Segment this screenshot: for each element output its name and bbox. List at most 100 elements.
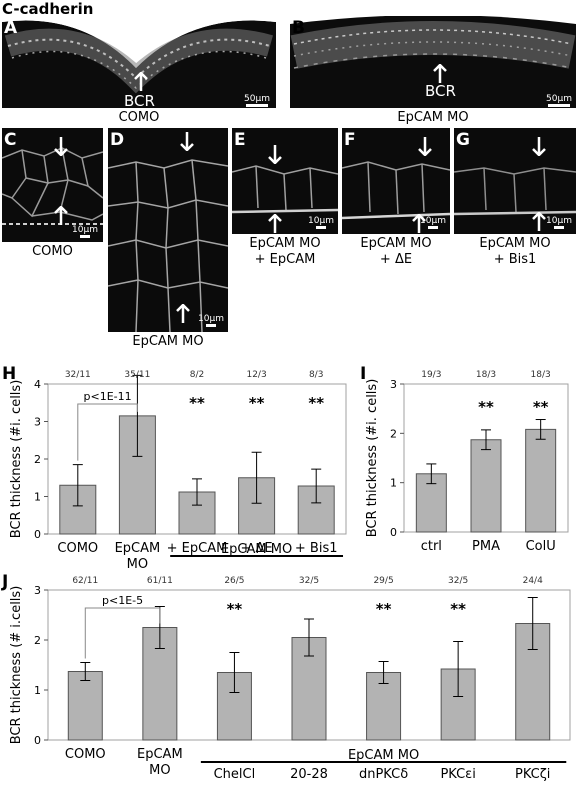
scale-bar-e: 10µm bbox=[306, 216, 336, 229]
scale-bar-b: 50µm bbox=[542, 94, 576, 107]
chart-h-category-label2-1: MO bbox=[127, 557, 148, 572]
arrow-up-icon bbox=[54, 205, 68, 230]
figure-title: C-cadherin bbox=[2, 0, 94, 18]
panel-letter-c: C bbox=[4, 130, 17, 150]
chart-i-category-label-2: ColU bbox=[526, 539, 556, 554]
arrow-up-icon bbox=[532, 211, 546, 236]
chart-h-n-label-3: 12/3 bbox=[246, 370, 266, 380]
panel-letter-d: D bbox=[110, 130, 125, 150]
arrow-up-icon bbox=[433, 63, 447, 88]
chart-h-category-label-0: COMO bbox=[57, 541, 98, 556]
panel-letter-j: J bbox=[2, 572, 9, 592]
chart-i-n-label-0: 19/3 bbox=[421, 370, 441, 380]
chart-j-group-label: EpCAM MO bbox=[348, 748, 419, 763]
chart-h-n-label-4: 8/3 bbox=[309, 370, 323, 380]
caption-e: EpCAM MO + EpCAM bbox=[249, 236, 321, 267]
chart-j-n-label-1: 61/11 bbox=[147, 576, 173, 586]
micrograph-f bbox=[342, 128, 450, 234]
chart-h-ytick-label: 2 bbox=[34, 453, 41, 466]
arrow-up-icon bbox=[176, 303, 190, 328]
panel-letter-i: I bbox=[360, 364, 367, 384]
panel-letter-g: G bbox=[456, 130, 470, 150]
micrograph-b bbox=[290, 16, 576, 108]
micrograph-d bbox=[108, 128, 228, 332]
chart-i-ytick-label: 2 bbox=[390, 427, 397, 440]
scale-bar-c: 10µm bbox=[70, 225, 100, 238]
chart-j-category-label-6: PKCζi bbox=[515, 767, 550, 782]
micrograph-g bbox=[454, 128, 576, 234]
caption-g: EpCAM MO + Bis1 bbox=[479, 236, 551, 267]
caption-b: EpCAM MO bbox=[397, 110, 469, 125]
chart-h-ytick-label: 1 bbox=[34, 491, 41, 504]
chart-h-n-label-0: 32/11 bbox=[65, 370, 91, 380]
chart-h-significance-3: ** bbox=[249, 394, 265, 412]
arrow-down-icon bbox=[54, 136, 68, 160]
chart-i: 0 1 2 3 BCR thickness (#i. cells) 19/3 ctrl 18/… bbox=[365, 370, 569, 554]
chart-j-significance-5: ** bbox=[450, 600, 466, 618]
arrow-up-icon bbox=[134, 71, 148, 96]
chart-h-comparison-label: p<1E-11 bbox=[84, 390, 132, 403]
chart-i-ytick-label: 3 bbox=[390, 378, 397, 391]
chart-h-significance-4: ** bbox=[308, 394, 324, 412]
chart-j-category-label-4: dnPKCδ bbox=[359, 767, 408, 782]
scale-bar-a: 50µm bbox=[240, 94, 274, 107]
chart-j-n-label-0: 62/11 bbox=[72, 576, 98, 586]
chart-j-n-label-6: 24/4 bbox=[523, 576, 543, 586]
chart-h-group-label: EpCAM MO bbox=[221, 542, 292, 557]
chart-h-category-label-3: + ΔE bbox=[241, 541, 273, 556]
chart-h-category-label-2: + EpCAM bbox=[167, 541, 228, 556]
arrow-down-icon bbox=[268, 144, 282, 168]
chart-j-category-label-1: EpCAM bbox=[137, 747, 183, 762]
arrow-up-icon bbox=[268, 213, 282, 238]
panel-letter-f: F bbox=[344, 130, 356, 150]
chart-j-bar-0 bbox=[67, 671, 103, 741]
chart-j-n-label-4: 29/5 bbox=[373, 576, 393, 586]
chart-j-bar-2 bbox=[216, 672, 252, 741]
chart-h-category-label-4: + Bis1 bbox=[295, 541, 338, 556]
caption-f: EpCAM MO + ΔE bbox=[360, 236, 432, 267]
chart-i-category-label-1: PMA bbox=[472, 539, 500, 554]
chart-j-ytick-label: 3 bbox=[34, 584, 41, 597]
chart-j-category-label-5: PKCεi bbox=[440, 767, 475, 782]
micrograph-e bbox=[232, 128, 338, 234]
chart-j-n-label-3: 32/5 bbox=[299, 576, 319, 586]
chart-h: 0 1 2 3 4 BCR thickness (#i. cells) 32/11 COMO 3… bbox=[9, 370, 347, 572]
chart-h-ytick-label: 3 bbox=[34, 416, 41, 429]
chart-j-n-label-2: 26/5 bbox=[224, 576, 244, 586]
caption-a: COMO bbox=[118, 110, 160, 125]
chart-i-bar-2 bbox=[525, 428, 557, 533]
panel-letter-b: B bbox=[292, 18, 305, 38]
caption-c: COMO bbox=[32, 244, 73, 259]
chart-j: 0 1 2 3 BCR thickness (# i.cells) 62/11 COMO 61… bbox=[9, 576, 571, 782]
arrow-down-icon bbox=[180, 131, 194, 155]
chart-j-significance-2: ** bbox=[227, 600, 243, 618]
panel-letter-e: E bbox=[234, 130, 246, 150]
panel-letter-h: H bbox=[2, 364, 17, 384]
chart-j-ytick-label: 1 bbox=[34, 684, 41, 697]
scale-bar-g: 10µm bbox=[544, 216, 574, 229]
chart-j-ylabel: BCR thickness (# i.cells) bbox=[9, 586, 24, 745]
chart-h-ylabel: BCR thickness (#i. cells) bbox=[9, 380, 24, 539]
chart-j-comparison-bracket bbox=[84, 607, 161, 659]
chart-h-n-label-2: 8/2 bbox=[190, 370, 204, 380]
bcr-label-b: BCR bbox=[425, 82, 456, 100]
chart-j-category-label-0: COMO bbox=[65, 747, 106, 762]
arrow-down-icon bbox=[532, 136, 546, 160]
chart-i-ylabel: BCR thickness (#i. cells) bbox=[365, 379, 380, 538]
chart-j-bar-4 bbox=[366, 672, 402, 741]
chart-h-comparison-bracket bbox=[77, 403, 138, 461]
chart-j-category-label-2: ChelCl bbox=[214, 767, 256, 782]
bcr-label-a: BCR bbox=[124, 92, 155, 110]
chart-j-ytick-label: 2 bbox=[34, 634, 41, 647]
chart-j-comparison-label: p<1E-5 bbox=[102, 594, 143, 607]
scale-bar-f: 10µm bbox=[418, 216, 448, 229]
chart-i-n-label-2: 18/3 bbox=[531, 370, 551, 380]
chart-j-significance-4: ** bbox=[376, 600, 392, 618]
chart-i-category-label-0: ctrl bbox=[421, 539, 442, 554]
caption-d: EpCAM MO bbox=[132, 334, 204, 349]
chart-h-significance-2: ** bbox=[189, 394, 205, 412]
chart-i-significance-1: ** bbox=[478, 398, 494, 416]
chart-h-category-label-1: EpCAM bbox=[115, 541, 161, 556]
chart-j-category-label-3: 20-28 bbox=[290, 767, 328, 782]
chart-i-ytick-label: 0 bbox=[390, 526, 397, 539]
